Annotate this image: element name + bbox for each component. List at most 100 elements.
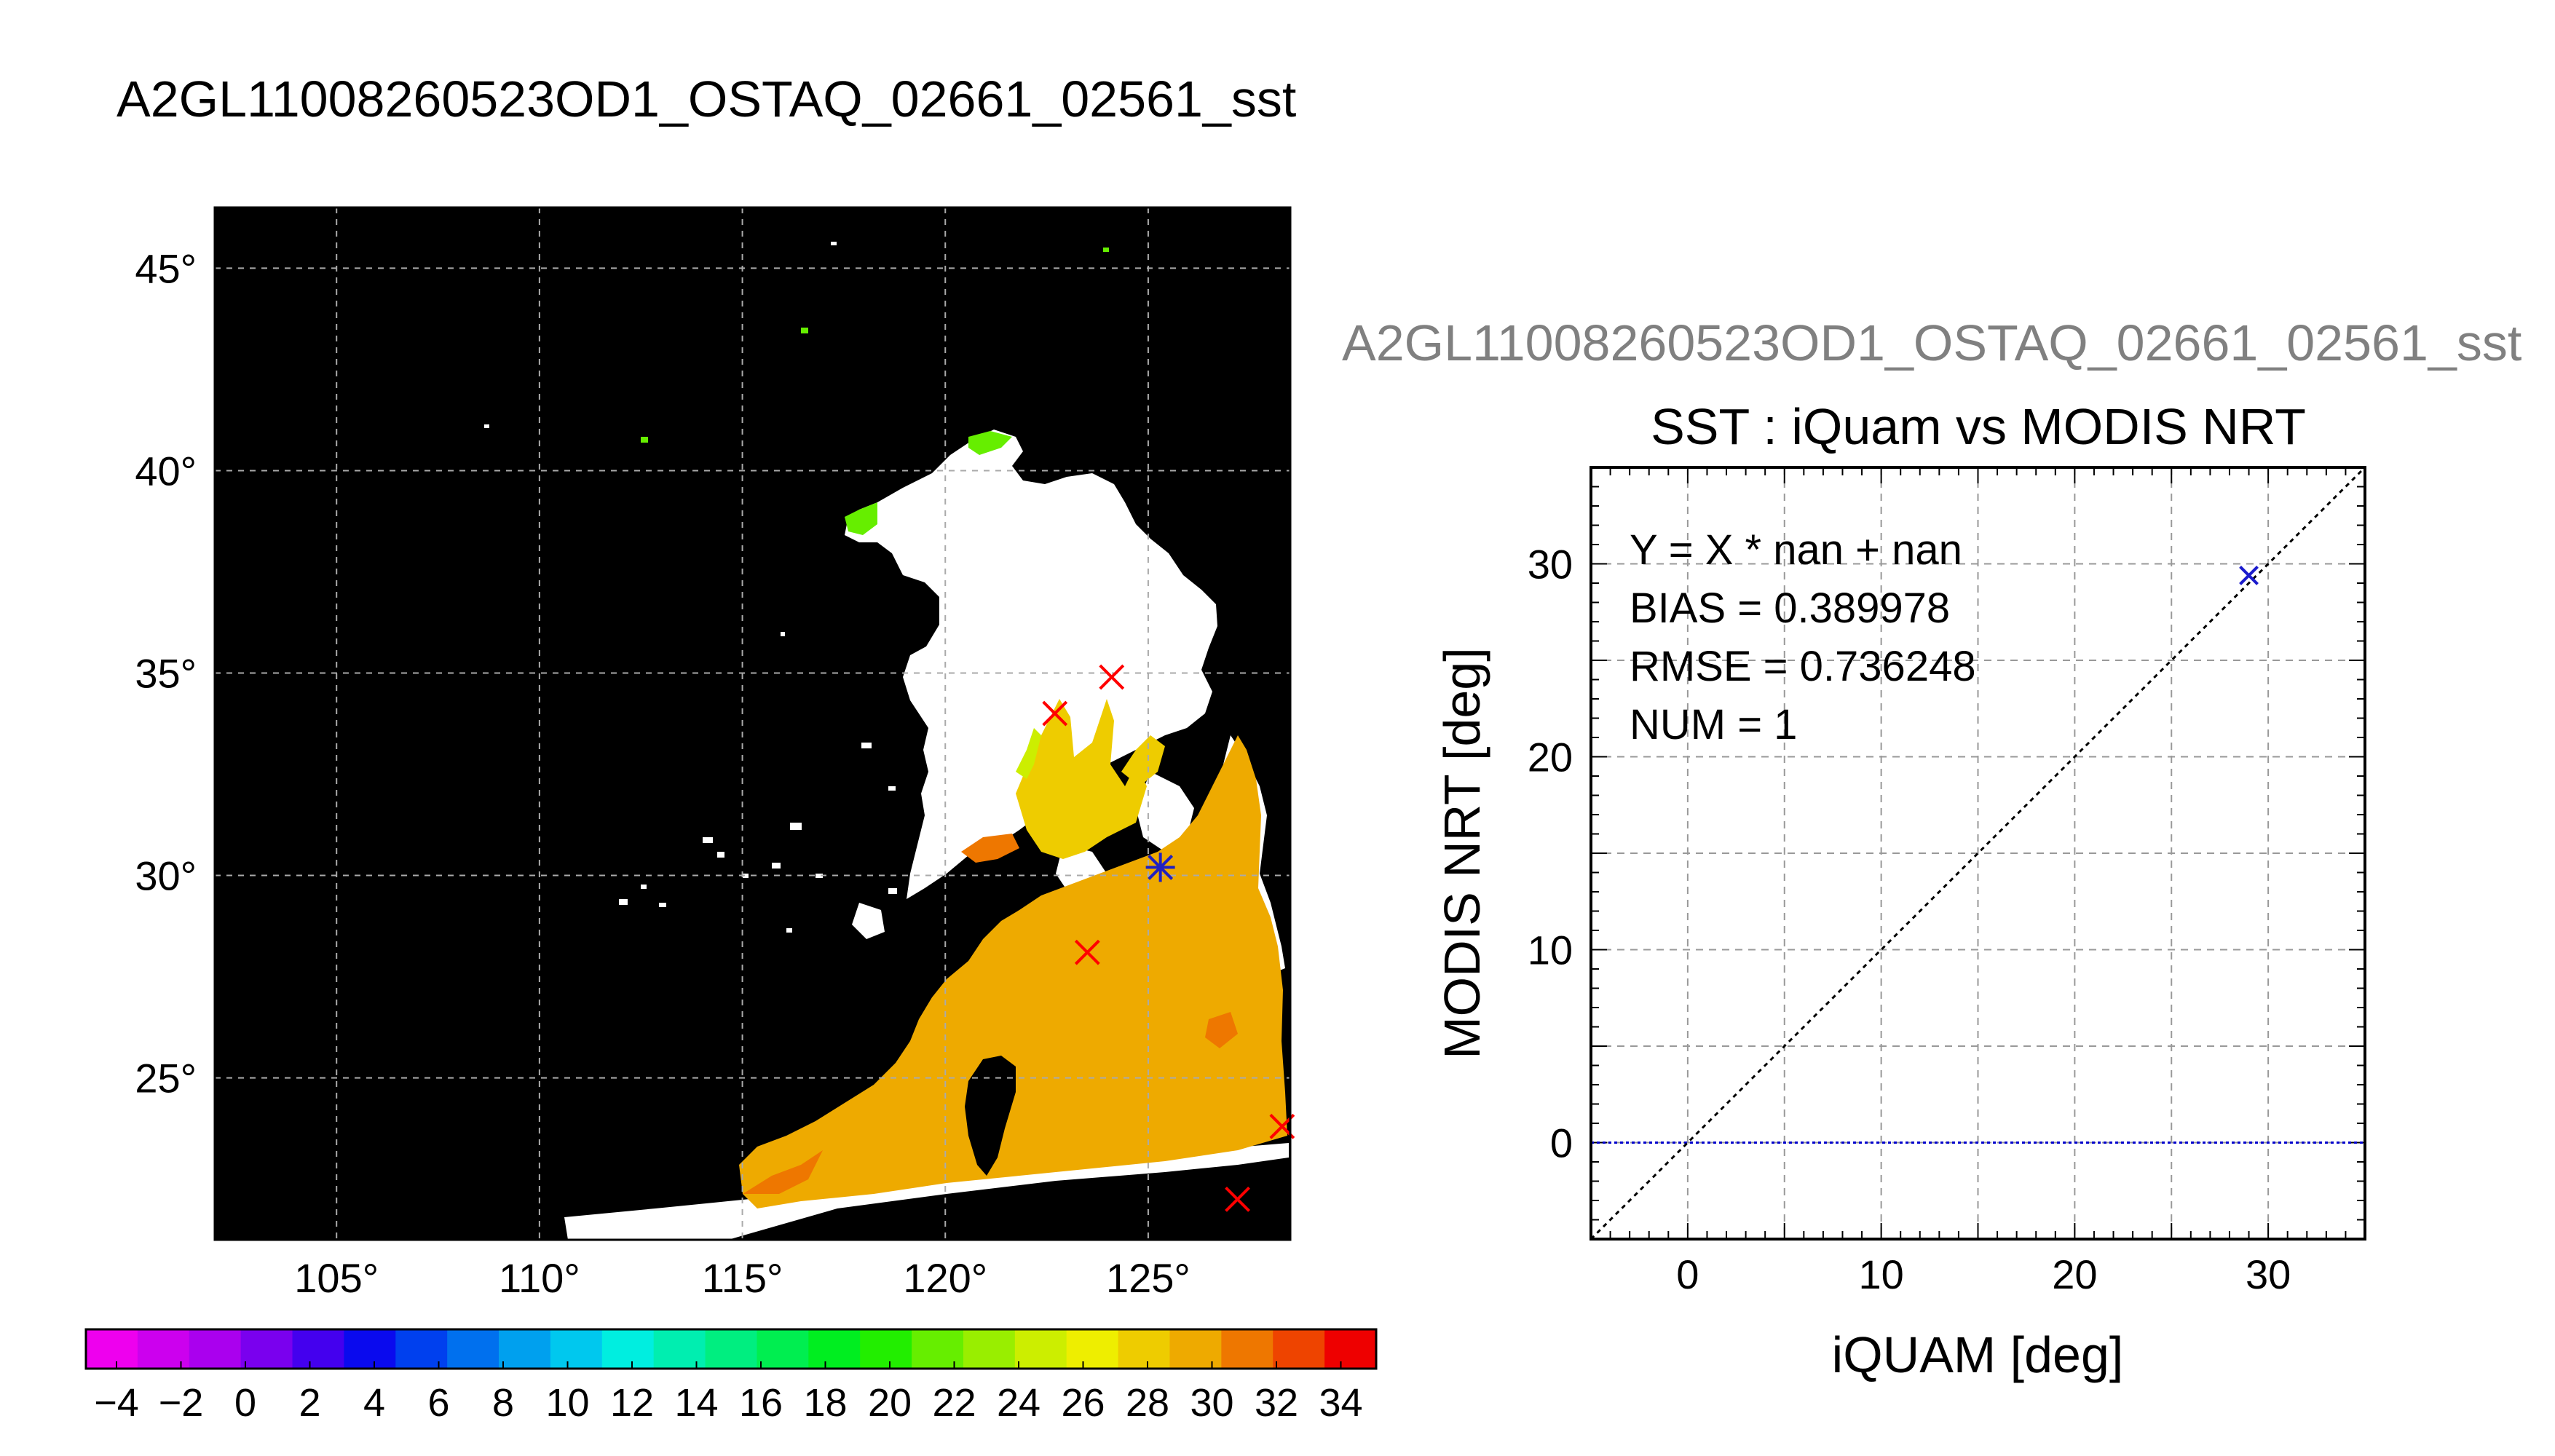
map-lat-tick-label: 40° <box>135 448 197 494</box>
map-lat-tick-label: 30° <box>135 853 197 899</box>
scatter-y-tick-label: 30 <box>1528 542 1573 587</box>
one-to-one-line <box>1590 466 2366 1241</box>
colorbar-segment <box>1014 1329 1067 1369</box>
colorbar-tick-label: 12 <box>610 1381 654 1425</box>
colorbar-segment <box>86 1329 138 1369</box>
scatter-y-tick-label: 20 <box>1528 735 1573 780</box>
scatter-x-tick-label: 30 <box>2246 1251 2291 1297</box>
green-patches <box>641 248 1109 535</box>
sst-colorbar <box>84 1328 1378 1370</box>
colorbar-tick-label: 8 <box>492 1381 514 1425</box>
colorbar-tick-label: 26 <box>1061 1381 1105 1425</box>
matchup-marker <box>1099 664 1125 690</box>
colorbar-segment <box>447 1329 499 1369</box>
colorbar-tick-label: −4 <box>94 1381 139 1425</box>
scatter-x-axis-label: iQUAM [deg] <box>1832 1326 2124 1383</box>
scatter-y-tick-label: 10 <box>1528 927 1573 973</box>
regression-stat-line: BIAS = 0.389978 <box>1630 585 1950 632</box>
scatter-x-tick-label: 20 <box>2052 1251 2097 1297</box>
colorbar-tick-label: 20 <box>868 1381 912 1425</box>
regression-stat-line: RMSE = 0.736248 <box>1630 643 1976 690</box>
scatter-points <box>2239 565 2259 585</box>
map-lon-tick-label: 110° <box>499 1255 580 1301</box>
colorbar-segment <box>1273 1329 1325 1369</box>
scatter-x-tick-label: 10 <box>1858 1251 1903 1297</box>
colorbar-segment <box>1118 1329 1170 1369</box>
sst-map <box>213 206 1295 1241</box>
matchup-marker <box>1042 700 1068 727</box>
colorbar-segment <box>344 1329 396 1369</box>
colorbar-tick-label: 24 <box>997 1381 1040 1425</box>
colorbar-segment <box>705 1329 757 1369</box>
scatter-x-tick-label: 0 <box>1676 1251 1699 1297</box>
colorbar-segment <box>395 1329 448 1369</box>
colorbar-segment <box>1066 1329 1119 1369</box>
colorbar-segment <box>653 1329 706 1369</box>
jeju-island <box>1187 724 1217 739</box>
colorbar-segment <box>757 1329 809 1369</box>
colorbar-segment <box>860 1329 912 1369</box>
map-lat-tick-label: 45° <box>135 245 197 291</box>
colorbar-segment <box>1324 1329 1377 1369</box>
map-grid <box>215 207 1290 1240</box>
matchup-marker <box>1074 939 1100 965</box>
colorbar-segment <box>963 1329 1016 1369</box>
colorbar-frame <box>84 1328 1378 1370</box>
scatter-point <box>2239 565 2259 585</box>
map-lat-tick-label: 35° <box>135 650 197 696</box>
colorbar-segment <box>292 1329 344 1369</box>
scatter-file-title: A2GL11008260523OD1_OSTAQ_02661_02561_sst <box>1342 314 2522 371</box>
map-lat-tick-label: 25° <box>135 1056 197 1101</box>
colorbar-segment <box>1221 1329 1273 1369</box>
colorbar-tick-label: 32 <box>1255 1381 1298 1425</box>
map-lon-tick-label: 120° <box>903 1255 987 1301</box>
map-lon-tick-labels: 105° 110° 115° 120° 125° <box>294 1255 1190 1301</box>
regression-stat-line: Y = X * nan + nan <box>1630 526 1962 574</box>
scatter-subtitle: SST : iQuam vs MODIS NRT <box>1651 398 2306 455</box>
colorbar-tick-label: 16 <box>739 1381 783 1425</box>
colorbar-segment <box>601 1329 655 1369</box>
colorbar-segment <box>912 1329 964 1369</box>
scatter-y-axis-label: MODIS NRT [deg] <box>1434 647 1490 1059</box>
colorbar-segment <box>808 1329 861 1369</box>
scattered-features <box>484 242 897 933</box>
colorbar-segment <box>137 1329 190 1369</box>
map-lon-tick-label: 105° <box>294 1255 379 1301</box>
matchup-marker <box>1145 852 1175 882</box>
colorbar-tick-label: 28 <box>1126 1381 1169 1425</box>
colorbar-tick-label: 30 <box>1190 1381 1233 1425</box>
warm-sst-area <box>739 699 1287 1208</box>
colorbar-segment <box>189 1329 242 1369</box>
colorbar-tick-label: 22 <box>932 1381 976 1425</box>
colorbar-segment <box>499 1329 551 1369</box>
scatter-y-tick-labels: 0 10 20 30 <box>1528 542 1573 1166</box>
colorbar-tick-label: 18 <box>803 1381 847 1425</box>
colorbar-tick-label: 4 <box>363 1381 385 1425</box>
taiwan-island <box>965 1056 1016 1176</box>
colorbar-tick-labels: −4 −2 0 2 4 6 8 10 12 14 16 18 20 22 24 26 28 30 32 34 <box>94 1381 1362 1425</box>
colorbar-segment <box>550 1329 603 1369</box>
scatter-grid <box>1591 467 2365 1239</box>
scatter-plot <box>1590 466 2366 1241</box>
regression-stat-line: NUM = 1 <box>1630 701 1797 748</box>
colorbar-segment <box>1169 1329 1222 1369</box>
map-lon-tick-label: 115° <box>702 1255 783 1301</box>
map-lat-tick-labels: 25° 30° 35° 40° 45° <box>135 245 197 1101</box>
colorbar-tick-label: 0 <box>234 1381 256 1425</box>
colorbar-tick-label: 6 <box>427 1381 449 1425</box>
colorbar-tick-label: 10 <box>545 1381 589 1425</box>
scatter-y-tick-label: 0 <box>1550 1120 1573 1166</box>
colorbar-tick-label: 2 <box>299 1381 320 1425</box>
scatter-frame <box>1590 466 2366 1241</box>
colorbar-segment <box>240 1329 293 1369</box>
matchup-marker <box>1225 1186 1250 1212</box>
map-lon-tick-label: 125° <box>1106 1255 1190 1301</box>
scatter-x-tick-labels: 0 10 20 30 <box>1676 1251 2291 1297</box>
colorbar-tick-label: 14 <box>674 1381 718 1425</box>
matchup-markers <box>1042 664 1295 1212</box>
regression-stats: Y = X * nan + nan BIAS = 0.389978 RMSE = 0… <box>1630 526 1976 748</box>
map-title: A2GL11008260523OD1_OSTAQ_02661_02561_sst <box>117 71 1296 127</box>
land-cloud-area <box>564 430 1289 1240</box>
colorbar-tick-label: 34 <box>1319 1381 1362 1425</box>
